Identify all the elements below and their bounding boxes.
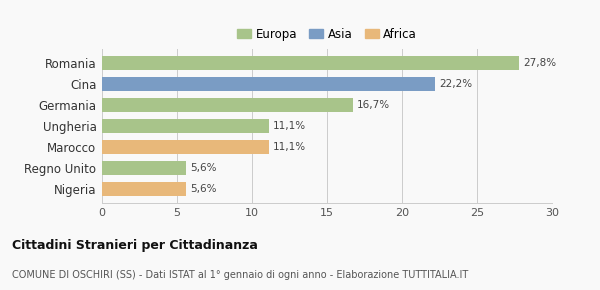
Text: COMUNE DI OSCHIRI (SS) - Dati ISTAT al 1° gennaio di ogni anno - Elaborazione TU: COMUNE DI OSCHIRI (SS) - Dati ISTAT al 1… (12, 270, 468, 280)
Bar (102, 56, 519, 70)
Bar (102, 182, 186, 196)
Bar (102, 77, 435, 91)
Text: Cittadini Stranieri per Cittadinanza: Cittadini Stranieri per Cittadinanza (12, 240, 258, 252)
Bar (102, 161, 186, 175)
Text: 16,7%: 16,7% (357, 100, 390, 110)
Bar (102, 98, 353, 112)
Text: 5,6%: 5,6% (191, 184, 217, 194)
Text: 11,1%: 11,1% (273, 121, 306, 131)
Text: 22,2%: 22,2% (439, 79, 473, 89)
Text: 5,6%: 5,6% (191, 163, 217, 173)
Bar (102, 140, 269, 154)
Text: 27,8%: 27,8% (523, 58, 557, 68)
Text: 11,1%: 11,1% (273, 142, 306, 152)
Legend: Europa, Asia, Africa: Europa, Asia, Africa (237, 28, 417, 41)
Bar (102, 119, 269, 133)
